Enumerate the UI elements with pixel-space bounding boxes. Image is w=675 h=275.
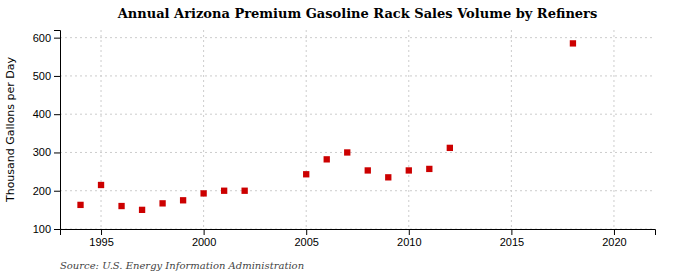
point bbox=[180, 197, 186, 203]
point bbox=[98, 182, 104, 188]
tick: 600 bbox=[33, 32, 60, 44]
tick-label: 400 bbox=[33, 108, 51, 120]
grid-line bbox=[60, 37, 655, 38]
tick-label: 600 bbox=[33, 32, 51, 44]
y-axis: 100 200 300 400 500 600 bbox=[33, 31, 61, 236]
tick-mark bbox=[306, 229, 307, 235]
point bbox=[324, 156, 330, 162]
tick-mark bbox=[54, 152, 60, 153]
tick: 200 bbox=[33, 185, 60, 197]
point bbox=[426, 166, 432, 172]
tick: 1995 bbox=[89, 229, 113, 248]
tick-mark bbox=[511, 229, 512, 235]
point bbox=[385, 174, 391, 180]
tick-mark bbox=[54, 191, 60, 192]
tick: 2010 bbox=[397, 229, 421, 248]
point bbox=[406, 167, 412, 173]
axis-line bbox=[54, 31, 61, 230]
plot: 1995 2000 2005 2010 2015 2020 100 200 300 400 500 6… bbox=[33, 30, 656, 248]
tick: 2020 bbox=[602, 229, 626, 248]
tick-mark bbox=[54, 38, 60, 39]
point bbox=[365, 167, 371, 173]
tick: 300 bbox=[33, 146, 60, 158]
annotation: Source: U.S. Energy Information Administ… bbox=[60, 260, 304, 271]
tick-mark bbox=[101, 229, 102, 235]
tick-label: 500 bbox=[33, 70, 51, 82]
tick-label: 100 bbox=[33, 223, 51, 235]
tick: 400 bbox=[33, 108, 60, 120]
grid-line bbox=[101, 30, 102, 229]
tick-mark bbox=[409, 229, 410, 235]
point bbox=[447, 145, 453, 151]
grid-line bbox=[408, 30, 409, 229]
title: Annual Arizona Premium Gasoline Rack Sal… bbox=[117, 6, 598, 21]
tick-label: 2015 bbox=[500, 236, 524, 248]
grid bbox=[60, 30, 655, 229]
tick-label: 1995 bbox=[89, 236, 113, 248]
tick-label: 2000 bbox=[192, 236, 216, 248]
grid-line bbox=[60, 190, 655, 191]
point bbox=[344, 149, 350, 155]
tick-label: 2020 bbox=[602, 236, 626, 248]
grid-line bbox=[203, 30, 204, 229]
point bbox=[139, 207, 145, 213]
points bbox=[77, 40, 576, 213]
chart: 1995 2000 2005 2010 2015 2020 100 200 300 400 500 6… bbox=[0, 0, 675, 275]
tick: 2005 bbox=[294, 229, 318, 248]
point bbox=[118, 203, 124, 209]
point bbox=[200, 190, 206, 196]
grid-line bbox=[60, 75, 655, 76]
tick-label: 300 bbox=[33, 146, 51, 158]
tick-mark bbox=[54, 76, 60, 77]
point bbox=[77, 202, 83, 208]
tick: 2015 bbox=[500, 229, 524, 248]
point bbox=[570, 40, 576, 46]
grid-line bbox=[60, 114, 655, 115]
x-axis: 1995 2000 2005 2010 2015 2020 bbox=[61, 229, 656, 248]
tick-mark bbox=[204, 229, 205, 235]
grid-line bbox=[306, 30, 307, 229]
tick-mark bbox=[54, 229, 60, 230]
point bbox=[159, 200, 165, 206]
tick: 2000 bbox=[192, 229, 216, 248]
point bbox=[221, 188, 227, 194]
tick: 500 bbox=[33, 70, 60, 82]
y-axis-title: Thousand Gallons per Day bbox=[4, 56, 17, 203]
tick-mark bbox=[614, 229, 615, 235]
axis-line bbox=[61, 230, 656, 236]
tick: 100 bbox=[33, 223, 60, 235]
grid-line bbox=[511, 30, 512, 229]
grid-line bbox=[613, 30, 614, 229]
point bbox=[303, 171, 309, 177]
grid-line bbox=[60, 152, 655, 153]
point bbox=[241, 188, 247, 194]
tick-label: 200 bbox=[33, 185, 51, 197]
tick-mark bbox=[54, 114, 60, 115]
tick-label: 2010 bbox=[397, 236, 421, 248]
tick-label: 2005 bbox=[294, 236, 318, 248]
